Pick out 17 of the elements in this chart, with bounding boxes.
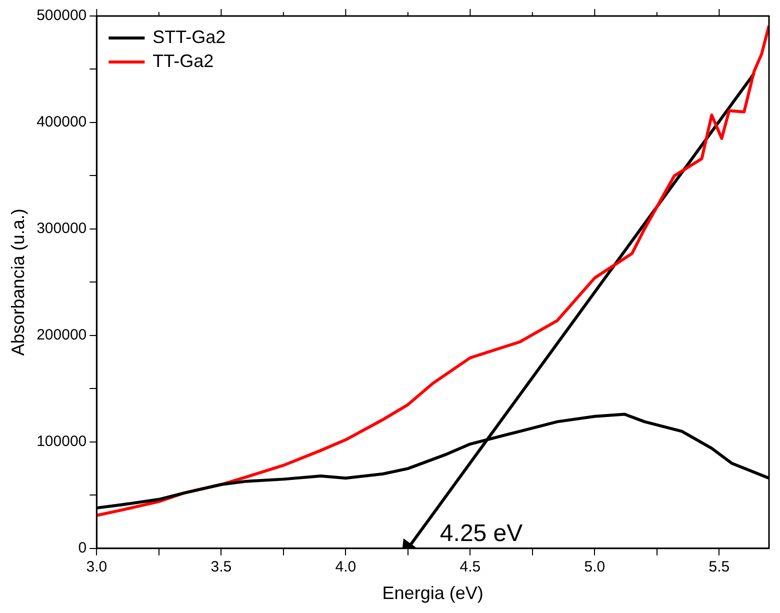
- y-tick-label: 400000: [36, 114, 87, 131]
- x-tick-label: 3.0: [86, 558, 108, 576]
- y-tick-label: 300000: [36, 220, 87, 238]
- x-tick-label: 5.5: [708, 558, 730, 576]
- x-tick-label: 4.0: [335, 558, 356, 576]
- y-axis-title: Absorbancia (u.a.): [8, 208, 28, 356]
- legend-label: STT-Ga2: [152, 26, 226, 47]
- x-tick-label: 3.5: [210, 558, 232, 576]
- legend-label: TT-Ga2: [152, 50, 214, 71]
- x-tick-label: 4.5: [460, 558, 481, 576]
- y-tick-label: 0: [78, 540, 87, 557]
- y-tick-label: 200000: [36, 326, 87, 344]
- x-axis-title: Energia (eV): [382, 583, 484, 604]
- x-tick-label: 5.0: [584, 558, 606, 576]
- y-tick-label: 500000: [36, 7, 87, 24]
- y-tick-label: 100000: [36, 433, 87, 450]
- annotation: 4.25 eV: [440, 520, 523, 548]
